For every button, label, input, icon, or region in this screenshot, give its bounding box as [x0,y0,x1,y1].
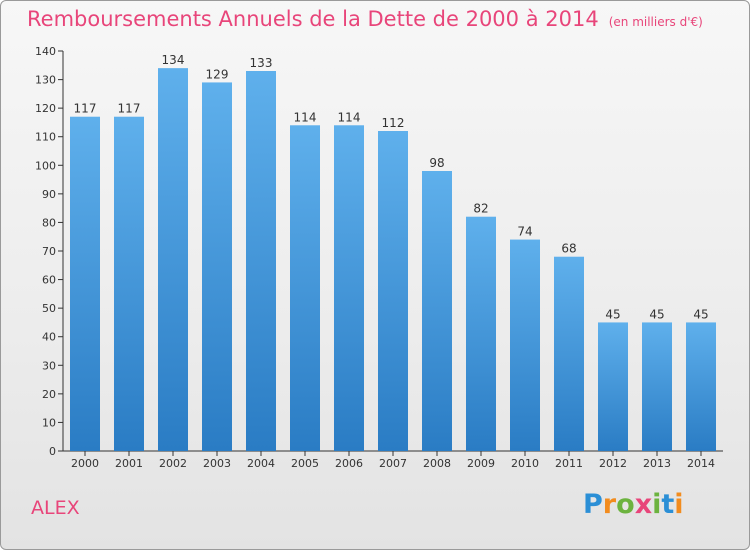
x-tick-label: 2005 [291,457,319,470]
logo-letter: r [602,489,617,520]
bar [554,256,584,451]
logo-letter: P [583,489,603,520]
y-tick-label: 60 [42,274,56,287]
data-label: 133 [250,56,273,70]
bar [466,216,496,451]
data-label: 68 [561,242,576,256]
y-tick-label: 50 [42,302,56,315]
data-label: 82 [473,202,488,216]
y-tick-label: 80 [42,216,56,229]
data-label: 114 [338,110,361,124]
data-label: 117 [74,102,97,116]
bar [70,116,100,451]
bar [202,82,232,451]
data-label: 45 [649,307,664,321]
bar [246,71,276,451]
y-tick-label: 70 [42,245,56,258]
bar [598,322,628,451]
x-tick-label: 2011 [555,457,583,470]
y-tick-label: 100 [35,159,56,172]
data-label: 45 [693,307,708,321]
x-tick-label: 2003 [203,457,231,470]
logo-letter: x [634,489,653,520]
y-tick-label: 110 [35,131,56,144]
bar [158,68,188,452]
y-tick-label: 20 [42,388,56,401]
bar [686,322,716,451]
logo-letter: i [674,489,684,520]
logo-letter: o [616,489,635,520]
x-tick-label: 2009 [467,457,495,470]
bar [642,322,672,451]
y-tick-label: 30 [42,359,56,372]
x-tick-label: 2013 [643,457,671,470]
data-label: 74 [517,225,532,239]
data-label: 112 [382,116,405,130]
y-tick-label: 90 [42,188,56,201]
y-tick-label: 10 [42,416,56,429]
bar [114,116,144,451]
data-label: 98 [429,156,444,170]
chart-title: Remboursements Annuels de la Dette de 20… [27,7,599,31]
y-tick-label: 0 [49,445,56,458]
x-tick-label: 2012 [599,457,627,470]
x-tick-label: 2004 [247,457,275,470]
town-name: ALEX [31,497,80,519]
y-tick-label: 120 [35,102,56,115]
x-tick-label: 2006 [335,457,363,470]
bar [510,239,540,451]
value-labels: 117 117 134 129 133 114 114 112 98 82 74 68 45 45 45 [74,53,709,321]
data-label: 45 [605,307,620,321]
x-tick-label: 2007 [379,457,407,470]
logo-letter: t [661,489,675,520]
bar [422,171,452,451]
data-label: 129 [206,67,229,81]
chart-title-row: Remboursements Annuels de la Dette de 20… [27,7,703,31]
x-tick-label: 2014 [687,457,715,470]
axes: 0 10 20 30 40 50 60 70 80 90 100 110 120 130 140 2000 20… [35,45,723,470]
y-tick-label: 40 [42,331,56,344]
bars [70,68,716,452]
y-tick-label: 130 [35,74,56,87]
bar [378,131,408,451]
bar [334,125,364,452]
x-tick-label: 2010 [511,457,539,470]
x-tick-label: 2000 [71,457,99,470]
y-tick-label: 140 [35,45,56,58]
x-tick-label: 2002 [159,457,187,470]
x-tick-label: 2001 [115,457,143,470]
data-label: 114 [294,110,317,124]
x-tick-label: 2008 [423,457,451,470]
data-label: 134 [162,53,185,67]
logo-letter: i [652,489,662,520]
proxiti-logo: Proxiti [583,489,684,520]
bar [290,125,320,452]
data-label: 117 [118,102,141,116]
chart-subtitle: (en milliers d'€) [608,15,703,29]
